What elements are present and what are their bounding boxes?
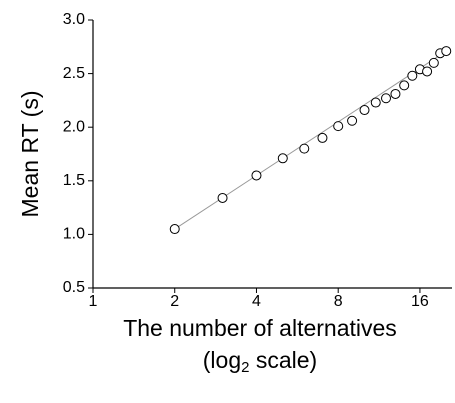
data-point [277,153,288,164]
x-tick-label: 2 [170,293,179,310]
label-part: scale) [249,347,317,373]
y-tick-label: 0.5 [63,279,85,296]
x-axis-label-2: (log2 scale) [203,347,317,376]
fit-line [174,50,447,230]
data-point [347,115,358,126]
y-axis-label: Mean RT (s) [17,91,43,218]
data-point [169,224,180,235]
y-tick-label: 3.0 [63,11,85,28]
x-tick-label: 8 [334,293,343,310]
x-tick-label: 16 [411,293,429,310]
data-point [317,132,328,143]
data-point [299,143,310,154]
x-tick-label: 4 [252,293,261,310]
data-point [441,46,452,57]
data-point [333,121,344,132]
data-point [399,80,410,91]
y-tick-label: 1.0 [63,226,85,243]
data-point [359,105,370,116]
data-point [390,88,401,99]
data-point [407,70,418,81]
label-part: (log [203,347,241,373]
data-point [428,57,439,68]
data-point [381,93,392,104]
x-axis-label: The number of alternatives [123,315,397,341]
data-point [251,170,262,181]
x-tick-label: 1 [89,293,98,310]
y-tick-label: 1.5 [63,172,85,189]
label-subscript: 2 [241,359,249,376]
data-point [217,192,228,203]
y-tick-label: 2.0 [63,118,85,135]
data-point [422,66,433,77]
data-point [370,97,381,108]
y-tick-label: 2.5 [63,65,85,82]
